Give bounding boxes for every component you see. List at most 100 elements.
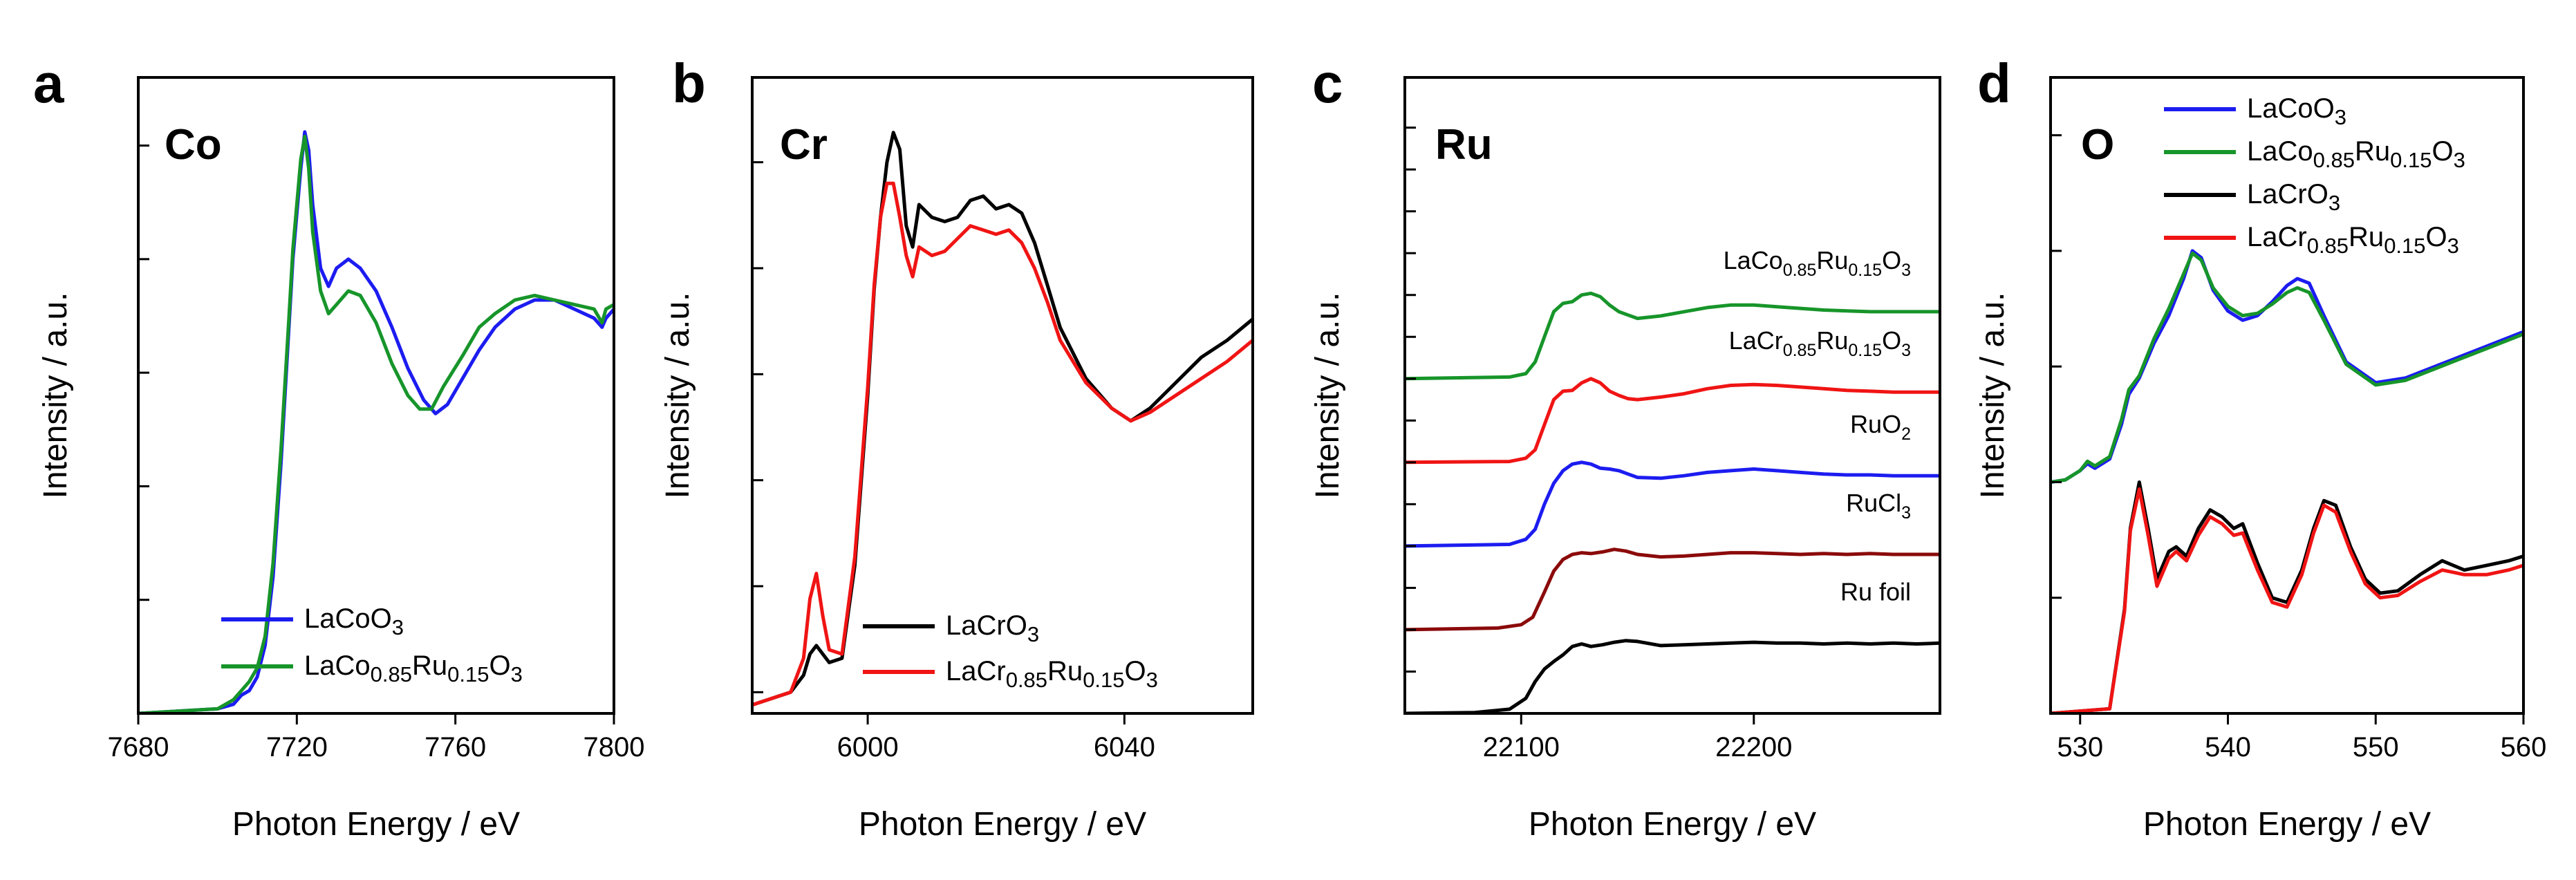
series-line-black bbox=[1405, 639, 1940, 713]
element-label: Ru bbox=[1435, 121, 1493, 169]
series-line-green bbox=[1405, 291, 1940, 381]
legend-label-base: LaCo bbox=[2247, 136, 2313, 167]
y-axis-title: Intensity / a.u. bbox=[1975, 292, 2011, 499]
legend-label-base: LaCr bbox=[2247, 222, 2307, 252]
legend-label-end: O bbox=[1125, 656, 1146, 686]
legend-label-sub1: 0.85 bbox=[1006, 668, 1047, 692]
series-annotation-sub1: 2 bbox=[1901, 424, 1911, 444]
legend-label-sub2: 0.15 bbox=[2384, 234, 2425, 258]
series-annotation-sub2: 0.15 bbox=[1848, 261, 1882, 280]
series-annotation-base: RuCl bbox=[1846, 489, 1901, 517]
legend-label-end: O bbox=[2426, 222, 2447, 252]
series-group bbox=[1405, 291, 1940, 713]
legend: LaCoO3LaCo0.85Ru0.15O3LaCrO3LaCr0.85Ru0.… bbox=[2164, 93, 2465, 258]
legend-label-base: LaCrO bbox=[2247, 179, 2328, 209]
y-axis-title: Intensity / a.u. bbox=[37, 292, 74, 499]
series-annotation-base: RuO bbox=[1850, 410, 1901, 438]
series-line-black bbox=[2051, 480, 2523, 713]
legend-label: LaCr0.85Ru0.15O3 bbox=[946, 656, 1158, 692]
legend-label-base: LaCo bbox=[304, 650, 371, 681]
series-annotation-base: LaCo bbox=[1724, 246, 1783, 274]
legend-label-sub3: 3 bbox=[511, 662, 523, 686]
plot-frame bbox=[137, 76, 615, 715]
x-tick-label: 6040 bbox=[1094, 732, 1155, 762]
element-label: O bbox=[2081, 121, 2114, 169]
legend-label-mid: Ru bbox=[1047, 656, 1083, 686]
legend-label-sub2: 0.15 bbox=[1083, 668, 1124, 692]
series-line-green bbox=[138, 134, 614, 713]
series-annotation-sub2: 0.15 bbox=[1848, 341, 1882, 360]
legend-label-sub2: 0.15 bbox=[447, 662, 489, 686]
x-axis-title: Photon Energy / eV bbox=[232, 806, 520, 843]
legend-label-sub1: 0.85 bbox=[2307, 234, 2349, 258]
series-annotation-mid: Ru bbox=[1816, 326, 1848, 355]
x-axis-title: Photon Energy / eV bbox=[2143, 806, 2431, 843]
series-group bbox=[138, 130, 614, 713]
panel-letter: d bbox=[1977, 53, 2011, 114]
legend-label-end: O bbox=[489, 650, 510, 681]
legend-label-sub1: 3 bbox=[392, 615, 404, 639]
series-line-red bbox=[1405, 377, 1940, 465]
x-tick-label: 22200 bbox=[1715, 732, 1792, 762]
legend-label-sub3: 3 bbox=[2454, 148, 2465, 172]
series-line-red bbox=[752, 181, 1253, 707]
legend-label-sub1: 0.85 bbox=[371, 662, 412, 686]
panel-letter: c bbox=[1312, 53, 1343, 114]
series-annotation-sub3: 3 bbox=[1901, 261, 1911, 280]
series-line-darkred bbox=[1405, 547, 1940, 632]
series-annotation: LaCo0.85Ru0.15O3 bbox=[1724, 246, 1911, 280]
legend-label-sub1: 0.85 bbox=[2313, 148, 2355, 172]
series-annotation-base: LaCr bbox=[1729, 326, 1783, 355]
x-axis-title: Photon Energy / eV bbox=[859, 806, 1146, 843]
series-line-green bbox=[2051, 251, 2523, 484]
legend-label-mid: Ru bbox=[412, 650, 447, 681]
x-tick-label: 540 bbox=[2205, 732, 2251, 762]
series-annotation-mid: Ru bbox=[1816, 246, 1848, 274]
panel-c: 22100 22200 Photon Energy / eV Intensity / … bbox=[1309, 53, 1941, 843]
legend-label-mid: Ru bbox=[2355, 136, 2390, 167]
x-tick-label: 550 bbox=[2353, 732, 2399, 762]
series-annotation-sub3: 3 bbox=[1901, 341, 1911, 360]
legend-label-base: LaCoO bbox=[304, 603, 392, 634]
y-axis-title: Intensity / a.u. bbox=[660, 292, 696, 499]
element-label: Co bbox=[165, 121, 222, 169]
series-annotation: LaCr0.85Ru0.15O3 bbox=[1729, 326, 1911, 360]
legend-label: LaCoO3 bbox=[304, 603, 404, 639]
plot-frame bbox=[751, 76, 1254, 715]
series-annotation-end: O bbox=[1882, 326, 1901, 355]
x-tick-label: 6000 bbox=[837, 732, 899, 762]
series-line-blue bbox=[1405, 460, 1940, 548]
legend-label: LaCo0.85Ru0.15O3 bbox=[2247, 136, 2465, 172]
legend-label-mid: Ru bbox=[2349, 222, 2384, 252]
series-annotation-base: Ru foil bbox=[1840, 577, 1911, 606]
series-annotation-sub1: 3 bbox=[1901, 503, 1911, 523]
legend-label-end: O bbox=[2432, 136, 2453, 167]
legend-label-sub1: 3 bbox=[2328, 191, 2340, 215]
series-group bbox=[752, 131, 1253, 707]
x-tick-label: 7800 bbox=[584, 732, 645, 762]
series-annotation: Ru foil bbox=[1840, 577, 1911, 606]
legend-label: LaCo0.85Ru0.15O3 bbox=[304, 650, 523, 686]
legend-label: LaCrO3 bbox=[2247, 179, 2340, 215]
legend-label-sub2: 0.15 bbox=[2390, 148, 2432, 172]
panel-a: 7680 7720 7760 7800 Photon Energy / eV Intens… bbox=[33, 53, 644, 843]
series-annotation: RuCl3 bbox=[1846, 489, 1911, 523]
panel-d: 530 540 550 560 Photon Energy / eV Intensity … bbox=[1975, 53, 2546, 843]
legend-label: LaCoO3 bbox=[2247, 93, 2346, 129]
x-tick-label: 560 bbox=[2501, 732, 2547, 762]
series-group bbox=[2051, 249, 2523, 713]
legend-label: LaCr0.85Ru0.15O3 bbox=[2247, 222, 2459, 258]
legend-label-base: LaCoO bbox=[2247, 93, 2335, 124]
x-tick-label: 530 bbox=[2057, 732, 2103, 762]
legend-label-base: LaCrO bbox=[946, 610, 1027, 641]
x-tick-label: 7720 bbox=[266, 732, 328, 762]
series-line-red bbox=[2051, 487, 2523, 713]
legend-label-sub3: 3 bbox=[1146, 668, 1158, 692]
x-tick-label: 7680 bbox=[108, 732, 169, 762]
series-annotation-sub1: 0.85 bbox=[1783, 341, 1817, 360]
legend-label: LaCrO3 bbox=[946, 610, 1039, 646]
plot-frame bbox=[2049, 76, 2525, 715]
